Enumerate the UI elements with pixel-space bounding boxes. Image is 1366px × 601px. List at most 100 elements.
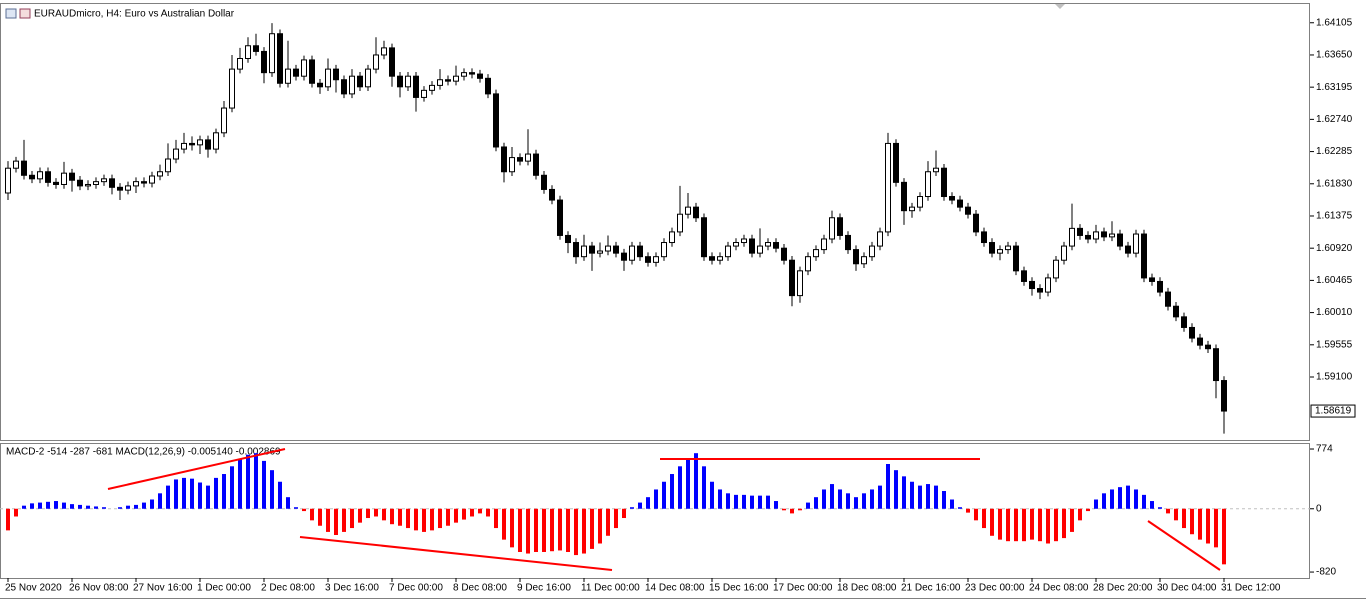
histogram-bar bbox=[782, 508, 786, 511]
candle-body bbox=[197, 139, 203, 146]
candle-body bbox=[293, 68, 299, 77]
candle-body bbox=[1213, 348, 1219, 382]
candle-body bbox=[597, 250, 603, 254]
histogram-bar bbox=[686, 458, 690, 509]
candle-body bbox=[981, 231, 987, 244]
candle-body bbox=[221, 107, 227, 134]
candle-body bbox=[1061, 245, 1067, 261]
candle-body bbox=[93, 181, 99, 185]
histogram-bar bbox=[958, 507, 962, 509]
candle-body bbox=[381, 47, 387, 56]
shift-marker bbox=[1055, 4, 1065, 9]
candle-body bbox=[653, 256, 659, 263]
candle-body bbox=[29, 174, 35, 180]
x-tick-label: 23 Dec 00:00 bbox=[965, 583, 1025, 594]
candle-body bbox=[909, 206, 915, 212]
candle-body bbox=[989, 242, 995, 254]
candle-body bbox=[749, 238, 755, 254]
histogram-bar bbox=[766, 495, 770, 509]
candle-body bbox=[157, 171, 163, 177]
candle-body bbox=[1181, 316, 1187, 328]
candle-body bbox=[1005, 245, 1011, 251]
histogram-bar bbox=[1182, 508, 1186, 529]
histogram-bar bbox=[326, 508, 330, 532]
candle-body bbox=[757, 245, 763, 254]
histogram-bar bbox=[902, 476, 906, 509]
candle-body bbox=[637, 245, 643, 258]
candle-body bbox=[821, 238, 827, 251]
trend-line bbox=[107, 448, 286, 490]
histogram-bar bbox=[478, 508, 482, 514]
candle-body bbox=[205, 139, 211, 150]
histogram-bar bbox=[806, 502, 810, 509]
histogram-bar bbox=[350, 508, 354, 529]
candle-body bbox=[957, 199, 963, 208]
histogram-bar bbox=[6, 508, 10, 531]
histogram-bar bbox=[1118, 487, 1122, 509]
y-tick-label: -820 bbox=[1316, 567, 1336, 578]
candle-body bbox=[69, 172, 75, 181]
candle-body bbox=[933, 167, 939, 173]
candle-body bbox=[373, 54, 379, 70]
histogram-bar bbox=[846, 493, 850, 509]
histogram-bar bbox=[510, 508, 514, 548]
histogram-bar bbox=[406, 508, 410, 529]
candle-body bbox=[421, 89, 427, 98]
histogram-bar bbox=[398, 508, 402, 526]
y-tick-label: 1.61375 bbox=[1316, 211, 1353, 222]
candle-body bbox=[5, 167, 11, 194]
candle-body bbox=[789, 259, 795, 297]
candle-body bbox=[605, 245, 611, 252]
histogram-bar bbox=[190, 478, 194, 509]
histogram-bar bbox=[422, 508, 426, 532]
histogram-bar bbox=[526, 508, 530, 554]
candle-body bbox=[317, 82, 323, 88]
candle-body bbox=[309, 59, 315, 84]
candle-body bbox=[941, 167, 947, 198]
candle-body bbox=[493, 93, 499, 148]
candle-body bbox=[501, 146, 507, 173]
x-tick-label: 21 Dec 16:00 bbox=[901, 583, 961, 594]
histogram-bar bbox=[534, 508, 538, 552]
candle-body bbox=[1149, 277, 1155, 282]
candle-body bbox=[837, 217, 843, 236]
histogram-bar bbox=[870, 489, 874, 509]
price-label: 1.58619 bbox=[1315, 406, 1352, 417]
histogram-bar bbox=[150, 499, 154, 509]
candle-body bbox=[61, 172, 67, 185]
histogram-bar bbox=[1150, 501, 1154, 509]
histogram-bar bbox=[710, 481, 714, 509]
candle-body bbox=[669, 231, 675, 244]
histogram-bar bbox=[1110, 489, 1114, 509]
candle-body bbox=[245, 45, 251, 59]
candle-body bbox=[1157, 280, 1163, 293]
histogram-bar bbox=[622, 508, 626, 519]
x-tick-label: 14 Dec 08:00 bbox=[645, 583, 705, 594]
candle-body bbox=[405, 75, 411, 88]
candle-body bbox=[229, 68, 235, 109]
candle-body bbox=[37, 171, 43, 180]
candle-body bbox=[885, 142, 891, 233]
candle-body bbox=[645, 256, 651, 263]
candle-body bbox=[413, 75, 419, 98]
histogram-bar bbox=[926, 484, 930, 509]
histogram-bar bbox=[22, 505, 26, 509]
x-tick-label: 31 Dec 12:00 bbox=[1221, 583, 1281, 594]
histogram-bar bbox=[918, 485, 922, 509]
histogram-bar bbox=[886, 463, 890, 509]
candle-body bbox=[445, 79, 451, 82]
candle-body bbox=[901, 181, 907, 212]
histogram-bar bbox=[670, 474, 674, 509]
histogram-bar bbox=[310, 508, 314, 521]
histogram-bar bbox=[342, 508, 346, 532]
candle-body bbox=[973, 213, 979, 233]
histogram-bar bbox=[758, 495, 762, 509]
histogram-bar bbox=[70, 504, 74, 509]
histogram-bar bbox=[454, 508, 458, 523]
x-tick-label: 1 Dec 00:00 bbox=[197, 583, 251, 594]
candle-body bbox=[621, 252, 627, 261]
candle-body bbox=[845, 234, 851, 251]
candle-body bbox=[165, 158, 171, 173]
histogram-bar bbox=[158, 493, 162, 509]
histogram-bar bbox=[630, 507, 634, 509]
